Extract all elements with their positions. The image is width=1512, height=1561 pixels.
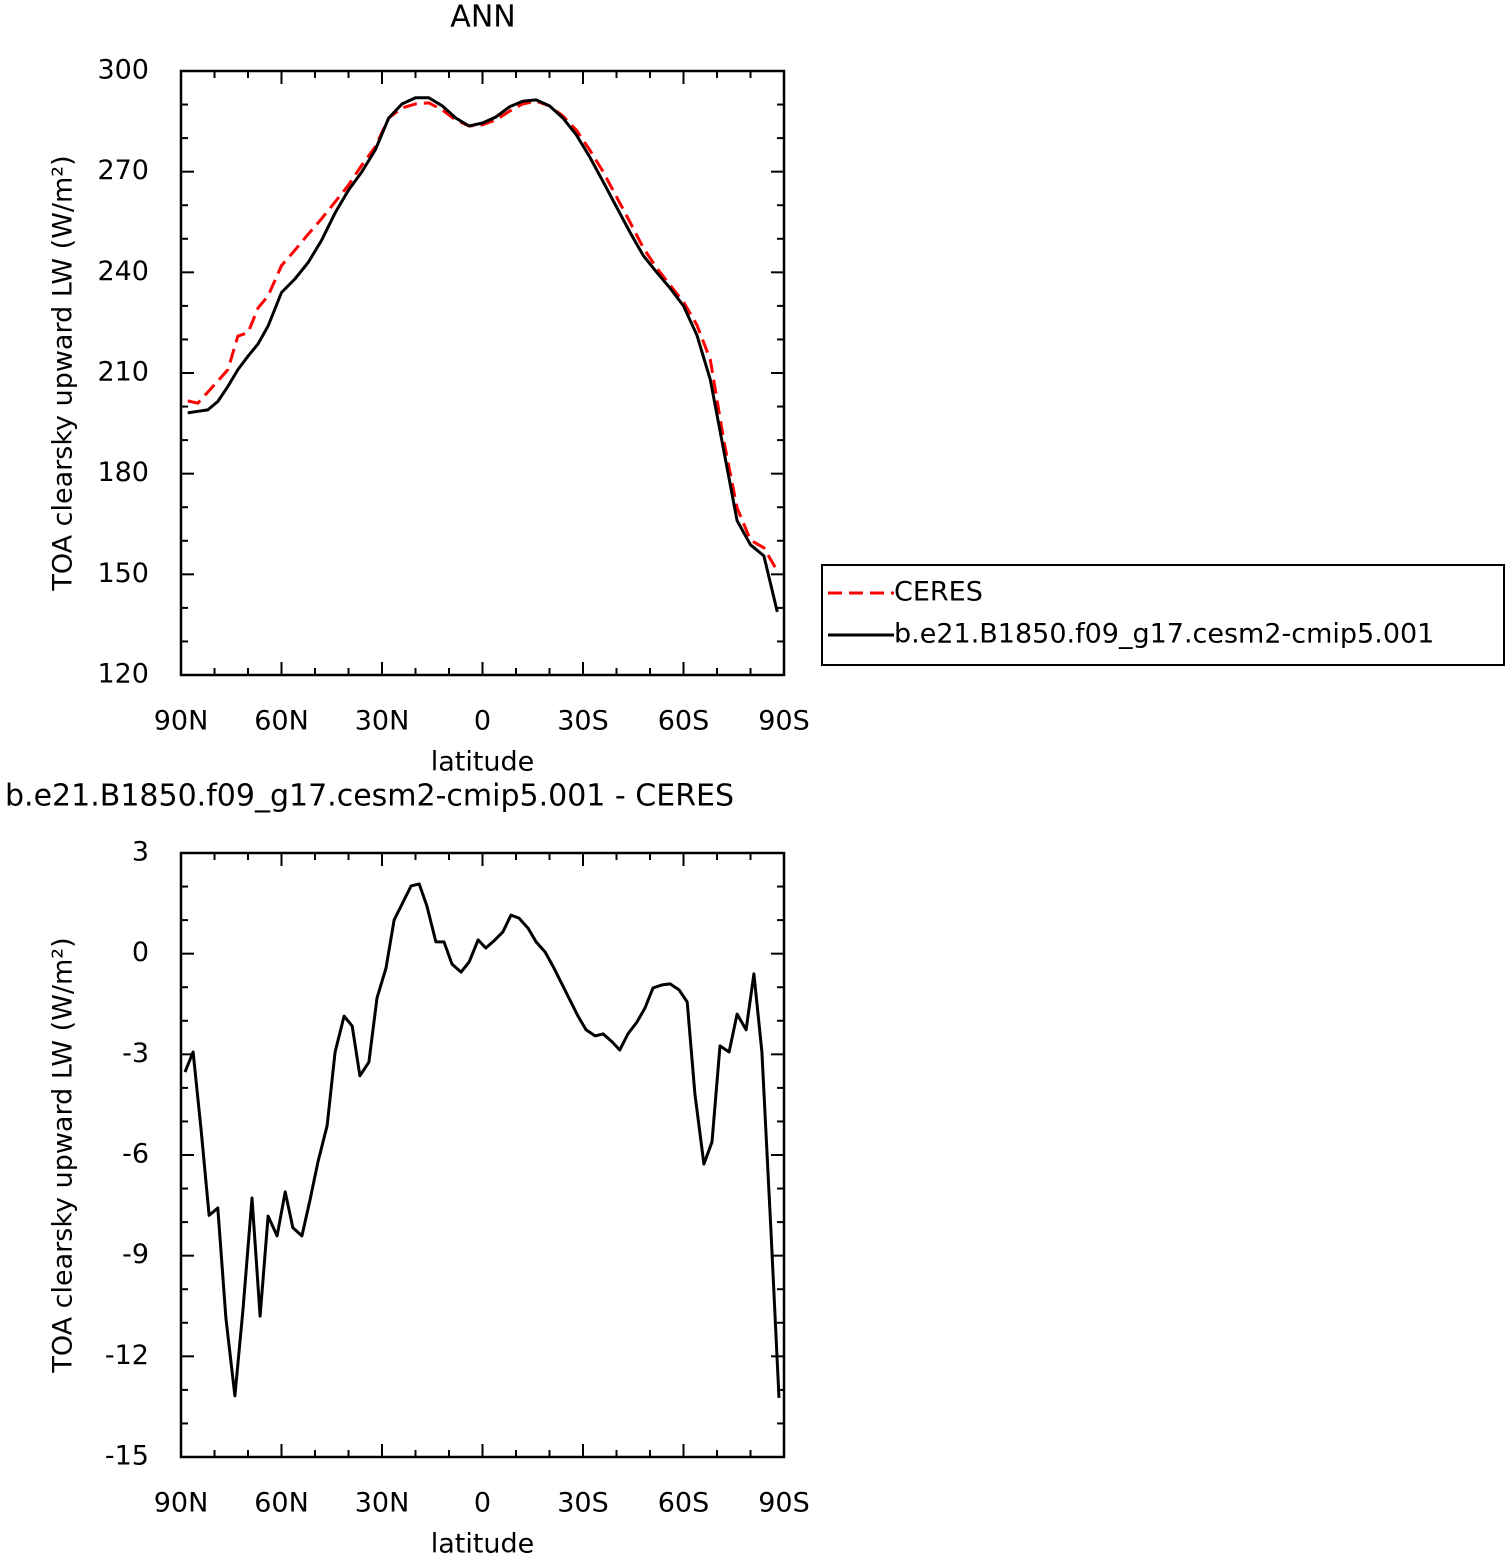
legend-label: b.e21.B1850.f09_g17.cesm2-cmip5.001 <box>894 619 1434 650</box>
y-axis-label: TOA clearsky upward LW (W/m²) <box>48 937 79 1373</box>
y-tick-label: 180 <box>97 457 149 488</box>
plot-frame <box>179 851 786 1459</box>
y-tick-label: 270 <box>97 155 149 186</box>
y-axis-label: TOA clearsky upward LW (W/m²) <box>48 155 79 591</box>
chart-title: b.e21.B1850.f09_g17.cesm2-cmip5.001 - CE… <box>5 779 734 814</box>
x-tick-label: 60N <box>254 706 309 737</box>
x-tick-label: 90S <box>758 706 810 737</box>
chart-title: ANN <box>450 0 515 35</box>
y-tick-label: -3 <box>122 1038 149 1069</box>
y-tick-label: 150 <box>97 558 149 589</box>
x-tick-label: 30S <box>557 1488 609 1519</box>
x-tick-label: 0 <box>474 1488 491 1519</box>
x-tick-label: 30N <box>355 1488 410 1519</box>
x-tick-label: 60S <box>658 706 710 737</box>
x-tick-label: 90N <box>154 706 209 737</box>
x-axis-label: latitude <box>431 1529 535 1560</box>
y-tick-label: -9 <box>122 1239 149 1270</box>
data-line <box>187 96 779 613</box>
legend-label: CERES <box>894 577 983 608</box>
data-line <box>183 882 781 1398</box>
y-tick-label: 3 <box>132 837 149 868</box>
y-tick-label: 300 <box>97 55 149 86</box>
y-tick-label: -15 <box>105 1441 149 1472</box>
y-tick-label: -12 <box>105 1340 149 1371</box>
x-tick-label: 90N <box>154 1488 209 1519</box>
y-tick-label: -6 <box>122 1139 149 1170</box>
y-tick-label: 210 <box>97 357 149 388</box>
x-tick-label: 0 <box>474 706 491 737</box>
x-tick-label: 60S <box>658 1488 710 1519</box>
y-tick-label: 0 <box>132 937 149 968</box>
x-axis-label: latitude <box>431 747 535 778</box>
x-tick-label: 60N <box>254 1488 309 1519</box>
data-line <box>187 99 779 572</box>
y-tick-label: 120 <box>97 659 149 690</box>
plot-frame <box>179 69 786 677</box>
x-tick-label: 90S <box>758 1488 810 1519</box>
x-tick-label: 30S <box>557 706 609 737</box>
y-tick-label: 240 <box>97 256 149 287</box>
legend-box <box>821 564 1505 666</box>
x-tick-label: 30N <box>355 706 410 737</box>
